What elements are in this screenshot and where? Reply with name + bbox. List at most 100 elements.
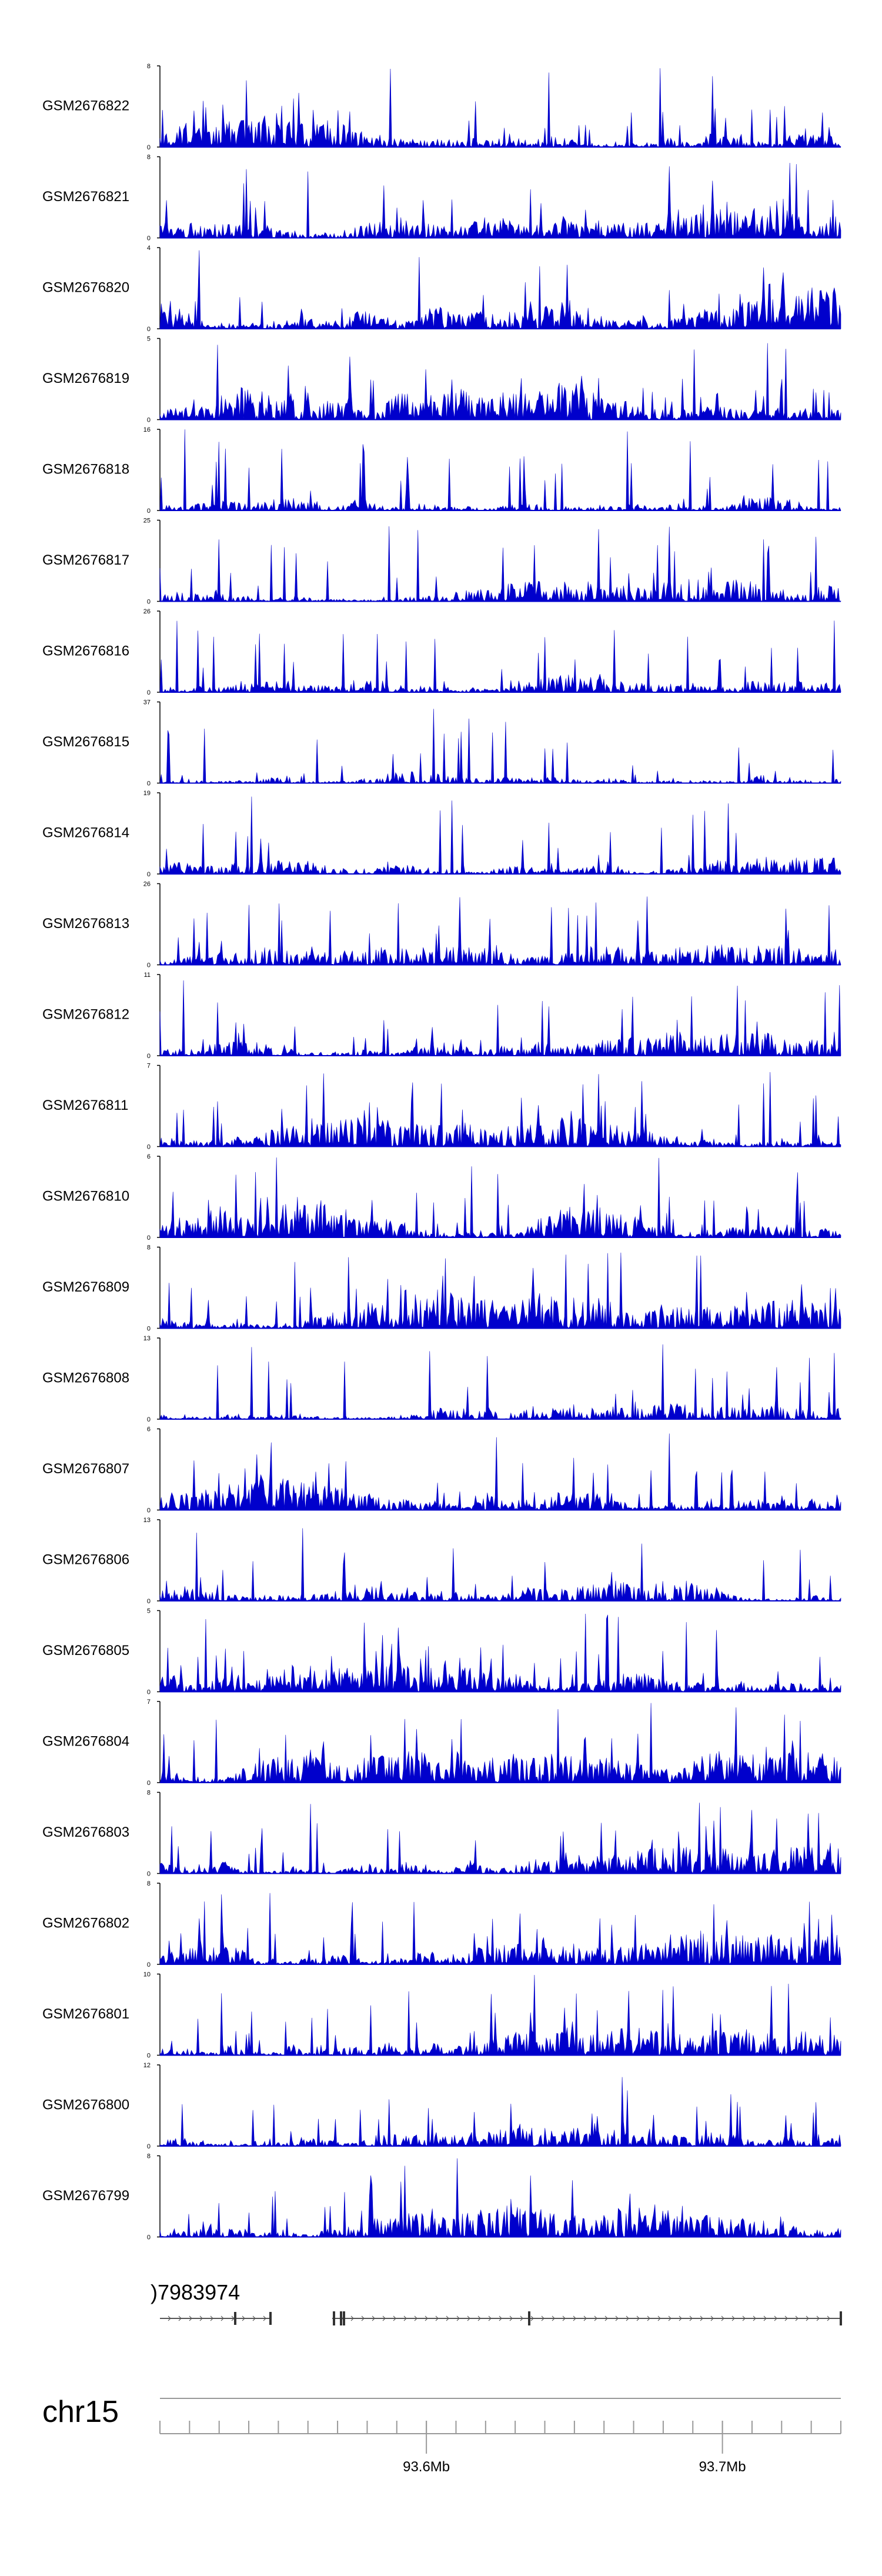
track-GSM2676804: GSM2676804 7 0 <box>42 1699 841 1787</box>
coverage-area <box>159 1433 841 1511</box>
track-label: GSM2676799 <box>42 2188 129 2204</box>
track-label: GSM2676807 <box>42 1461 129 1477</box>
gene-exon <box>528 2311 530 2325</box>
y-min-label: 0 <box>147 599 151 606</box>
track-label: GSM2676809 <box>42 1279 129 1295</box>
strand-arrow <box>647 2315 650 2321</box>
coverage-area <box>159 1613 841 1693</box>
strand-arrow <box>552 2315 555 2321</box>
track-GSM2676801: GSM2676801 10 0 <box>42 1971 841 2060</box>
track-label: GSM2676804 <box>42 1733 129 1749</box>
track-label: GSM2676812 <box>42 1006 129 1022</box>
gene-exon <box>333 2311 335 2325</box>
strand-arrow <box>626 2315 629 2321</box>
strand-arrow <box>636 2315 640 2321</box>
coverage-area <box>159 2158 841 2238</box>
track-label: GSM2676817 <box>42 552 129 568</box>
y-min-label: 0 <box>147 1416 151 1423</box>
strand-arrow <box>731 2315 735 2321</box>
y-min-label: 0 <box>147 1326 151 1333</box>
strand-arrow <box>477 2315 481 2321</box>
track-GSM2676821: GSM2676821 8 0 <box>42 154 841 242</box>
strand-arrow <box>604 2315 608 2321</box>
y-min-label: 0 <box>147 235 151 242</box>
track-GSM2676808: GSM2676808 13 0 <box>42 1335 841 1423</box>
strand-arrow <box>784 2315 788 2321</box>
track-GSM2676805: GSM2676805 5 0 <box>42 1608 841 1696</box>
track-label: GSM2676800 <box>42 2097 129 2113</box>
strand-arrow <box>594 2315 597 2321</box>
y-min-label: 0 <box>147 2053 151 2060</box>
y-max-label: 8 <box>147 2153 151 2160</box>
y-max-label: 37 <box>143 699 151 706</box>
strand-arrow <box>189 2315 192 2321</box>
coverage-area <box>159 980 841 1056</box>
y-min-label: 0 <box>147 1689 151 1696</box>
track-GSM2676812: GSM2676812 11 0 <box>42 972 841 1060</box>
strand-arrow <box>795 2315 799 2321</box>
coverage-area <box>159 1157 841 1239</box>
coverage-area <box>159 1703 841 1783</box>
strand-arrow <box>435 2315 439 2321</box>
track-GSM2676814: GSM2676814 19 0 <box>42 790 841 878</box>
track-label: GSM2676808 <box>42 1370 129 1386</box>
coverage-area <box>159 1072 841 1147</box>
strand-arrow <box>220 2315 224 2321</box>
coverage-area <box>159 1528 841 1601</box>
coverage-area <box>159 1344 841 1420</box>
gene-exon <box>340 2311 342 2325</box>
strand-arrow <box>573 2315 576 2321</box>
coverage-area <box>159 526 841 602</box>
strand-arrow <box>499 2315 502 2321</box>
track-GSM2676806: GSM2676806 13 0 <box>42 1517 841 1605</box>
y-max-label: 12 <box>143 2062 151 2069</box>
y-min-label: 0 <box>147 1507 151 1514</box>
strand-arrow <box>583 2315 587 2321</box>
strand-arrow <box>199 2315 203 2321</box>
y-min-label: 0 <box>147 2234 151 2241</box>
coverage-area <box>159 250 841 329</box>
y-max-label: 6 <box>147 1426 151 1433</box>
y-max-label: 5 <box>147 336 151 343</box>
y-min-label: 0 <box>147 326 151 333</box>
y-min-label: 0 <box>147 1871 151 1878</box>
y-max-label: 7 <box>147 1699 151 1706</box>
gene-exon <box>343 2311 345 2325</box>
track-label: GSM2676802 <box>42 1915 129 1931</box>
track-GSM2676815: GSM2676815 37 0 <box>42 699 841 788</box>
coverage-area <box>159 896 841 966</box>
track-GSM2676803: GSM2676803 8 0 <box>42 1790 841 1878</box>
y-max-label: 4 <box>147 245 151 252</box>
strand-arrow <box>403 2315 407 2321</box>
strand-arrow <box>668 2315 671 2321</box>
coverage-area <box>159 1975 841 2056</box>
y-min-label: 0 <box>147 689 151 696</box>
strand-arrow <box>414 2315 417 2321</box>
gene-model-2 <box>332 2311 842 2325</box>
strand-arrow <box>541 2315 544 2321</box>
gene-model-1 <box>160 2312 272 2325</box>
track-label: GSM2676806 <box>42 1551 129 1567</box>
y-max-label: 6 <box>147 1153 151 1160</box>
strand-arrow <box>361 2315 365 2321</box>
strand-arrow <box>467 2315 470 2321</box>
track-label: GSM2676810 <box>42 1188 129 1204</box>
strand-arrow <box>774 2315 777 2321</box>
strand-arrow <box>679 2315 682 2321</box>
y-min-label: 0 <box>147 1144 151 1151</box>
y-min-label: 0 <box>147 1961 151 1968</box>
track-GSM2676811: GSM2676811 7 0 <box>42 1063 841 1151</box>
strand-arrow <box>210 2315 213 2321</box>
coverage-area <box>159 1893 841 1965</box>
track-GSM2676816: GSM2676816 26 0 <box>42 608 841 696</box>
y-max-label: 13 <box>143 1517 151 1524</box>
strand-arrow <box>721 2315 724 2321</box>
strand-arrow <box>168 2315 171 2321</box>
track-label: GSM2676814 <box>42 825 129 840</box>
gene-track-label: )7983974 <box>151 2280 240 2304</box>
strand-arrow <box>562 2315 566 2321</box>
y-max-label: 11 <box>144 972 151 979</box>
y-max-label: 16 <box>143 426 151 433</box>
track-GSM2676817: GSM2676817 25 0 <box>42 518 841 606</box>
